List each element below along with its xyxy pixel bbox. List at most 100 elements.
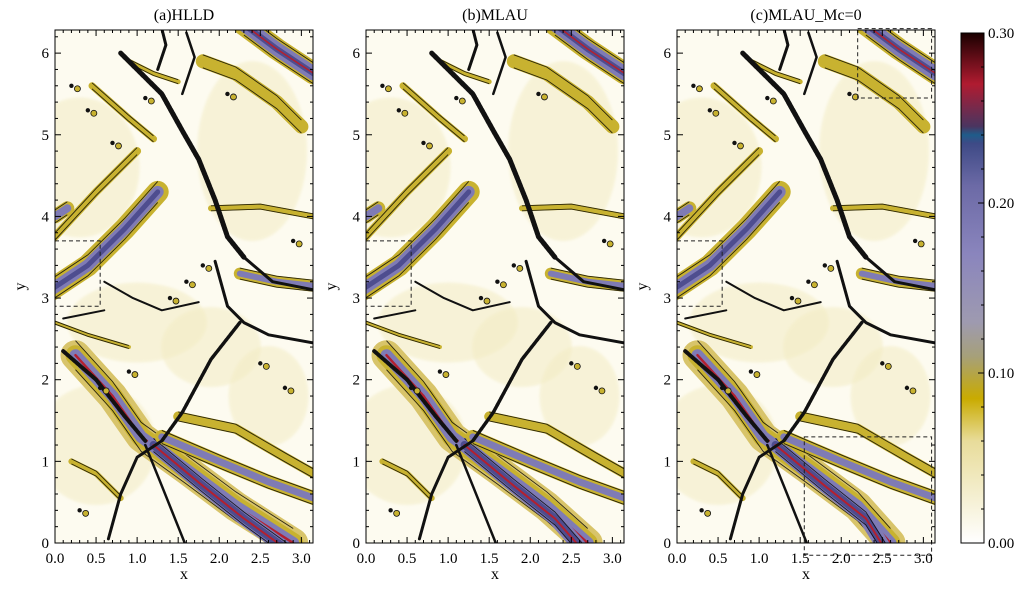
shock-branch-2 (213, 259, 313, 345)
y-tick-label: 3 (664, 291, 672, 307)
speck-2 (421, 140, 426, 146)
x-tick-label: 0.5 (87, 551, 106, 567)
arm-left-low-layer-0 (677, 320, 753, 349)
sheet-lower-inner-contour (464, 451, 572, 543)
arm-lower-right-contour (161, 442, 313, 505)
speck-blob-6 (884, 362, 892, 370)
arm-left-low-layer-0 (366, 320, 442, 349)
arm-mid-right (795, 411, 935, 479)
arm-lower-left-contour-b (71, 458, 122, 496)
arm-lower-left (68, 458, 124, 502)
left-arm-upper-contour (55, 154, 138, 241)
speck-blob-7 (909, 387, 917, 395)
x-tick-label: 0.0 (46, 551, 65, 567)
panel-title: (b)MLAU (462, 7, 528, 24)
current-sheet-left-contour (366, 202, 470, 299)
speck-1 (396, 108, 402, 113)
shock-mid-2 (684, 309, 728, 320)
arm-left-low-contour (366, 323, 441, 349)
left-blob (366, 201, 386, 224)
arm-lower-right-contour (472, 442, 624, 505)
shock-top-left (467, 30, 479, 71)
band-mid-right-upper-layer-0 (519, 203, 624, 220)
band-mid-right-contour (239, 278, 313, 292)
current-sheet-upper-contour (554, 34, 624, 85)
arc-upper-2 (710, 82, 779, 143)
band-mid-right-upper-contour (521, 208, 624, 220)
shock-mid-1 (103, 280, 200, 312)
current-sheet-upper-layer-3 (872, 30, 935, 74)
arc-upper-layer-0 (195, 54, 309, 134)
shock-mid-2 (62, 309, 106, 320)
speck-blob-5 (483, 297, 491, 305)
x-tick-label: 2.0 (210, 551, 229, 567)
arm-left-low-contour-b (677, 320, 752, 346)
speck-6 (258, 361, 263, 366)
shock-lower-2 (728, 439, 786, 541)
highlight-box-0 (54, 240, 101, 307)
y-axis-label: y (634, 283, 651, 291)
y-tick-label: 1 (664, 454, 672, 470)
left-arm-upper-layer-0 (677, 147, 764, 243)
wash-5 (850, 346, 931, 447)
speck-blob-8 (753, 371, 761, 378)
current-sheet-upper-contour-b (575, 30, 624, 64)
arm-lower-left-contour-b (693, 458, 744, 496)
speck-blob-13 (724, 387, 732, 395)
speck-blob-4 (516, 265, 524, 272)
colorbar-bar (960, 32, 985, 544)
left-blob-layer-1 (677, 204, 694, 221)
shock-top-2 (803, 31, 818, 96)
speck-11 (143, 95, 148, 101)
panel-title: (c)MLAU_Mc=0 (750, 7, 861, 24)
speck-blob-6 (262, 362, 270, 370)
speck-0 (69, 83, 74, 88)
speck-blob-2 (426, 142, 433, 150)
arc-upper-3-contour-b (750, 58, 801, 81)
shock-left (372, 349, 459, 443)
sheet-lower-inner-contour-b (153, 438, 288, 543)
speck-12 (225, 91, 230, 97)
current-sheet-upper-contour-b (886, 30, 935, 64)
speck-blob-0 (385, 85, 392, 93)
speck-blob-2 (737, 142, 744, 150)
wash-0 (55, 97, 140, 238)
arm-mid-right-contour-b (178, 411, 313, 470)
arc-upper-2 (399, 82, 468, 143)
speck-blob-5 (172, 297, 180, 305)
speck-blob-4 (827, 265, 835, 272)
arc-upper-2-layer-0 (399, 82, 468, 143)
shock-lower-3 (144, 443, 187, 543)
arm-lower-left-layer-0 (68, 458, 124, 502)
y-axis: 0 1 2 3 4 5 6 (353, 36, 624, 552)
left-blob-contour-b (677, 201, 690, 211)
current-sheet-upper-contour (243, 34, 313, 85)
speck-7 (904, 385, 910, 391)
y-tick-label: 6 (664, 46, 672, 62)
left-arm-upper-contour-b (366, 147, 449, 234)
speck-1 (85, 108, 91, 113)
arc-upper-contour (202, 67, 302, 134)
sheet-lower-inner-contour-b (464, 438, 583, 543)
speck-11 (765, 95, 770, 101)
x-axis: 0.0 0.5 1.0 1.5 2.0 2.5 3.0 (668, 30, 933, 567)
panel-1: 0.0 0.5 1.0 1.5 2.0 2.5 3.0 x 0 1 2 3 4 5 6 y (a)HLLD (12, 7, 314, 583)
sheet-lower-inner-layer-2 (774, 444, 883, 543)
speck-5 (167, 295, 173, 301)
shock-mid-1 (414, 280, 511, 312)
highlight-box-1 (857, 28, 933, 99)
x-axis-label: x (491, 566, 499, 583)
arm-lower-left (379, 458, 435, 502)
arc-upper (506, 54, 620, 134)
speck-6 (569, 361, 574, 366)
speck-4 (511, 263, 517, 268)
band-mid-right-upper-contour-b (832, 203, 935, 215)
speck-10 (601, 238, 607, 244)
arm-lower-right-contour (783, 442, 935, 505)
speck-0 (380, 83, 385, 88)
x-tick-label: 0.0 (357, 551, 376, 567)
x-axis: 0.0 0.5 1.0 1.5 2.0 2.5 3.0 (46, 30, 311, 567)
speck-blob-1 (712, 109, 720, 117)
current-sheet-upper-layer-3 (561, 30, 624, 74)
speck-blob-13 (413, 387, 421, 395)
